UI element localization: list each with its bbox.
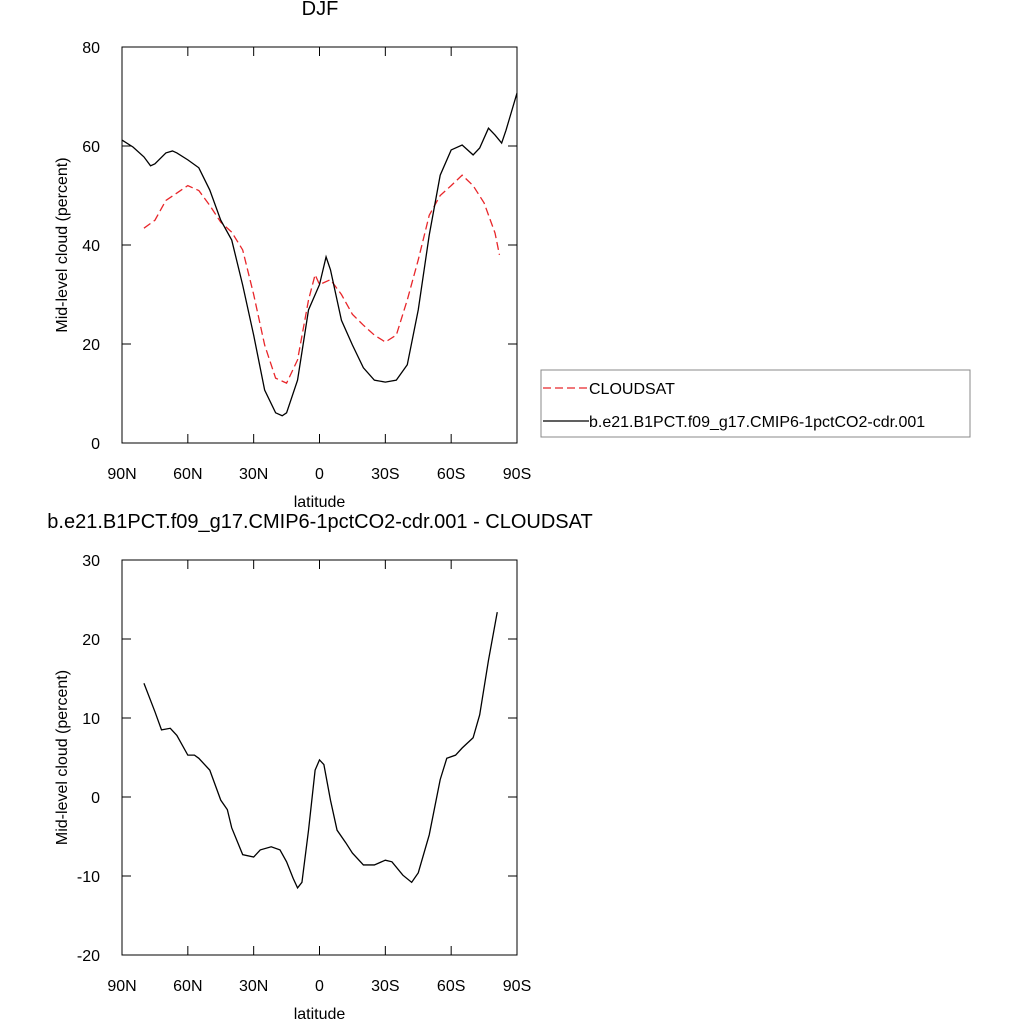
y-tick-label: 20 [82, 337, 100, 354]
x-tick-label: 90N [107, 978, 136, 995]
y-tick-label: 10 [82, 711, 100, 728]
plot-frame [121, 559, 518, 956]
y-tick-label: 0 [91, 790, 100, 807]
x-tick-label: 60N [173, 466, 202, 483]
y-axis-label: Mid-level cloud (percent) [54, 670, 71, 845]
series-line [143, 612, 498, 890]
series-line [143, 174, 501, 384]
x-axis-label: latitude [294, 1006, 346, 1023]
x-tick-label: 90S [503, 978, 531, 995]
y-tick-label: -10 [77, 869, 100, 886]
x-tick-label: 90S [503, 466, 531, 483]
y-tick-label: 30 [82, 553, 100, 570]
x-tick-label: 90N [107, 466, 136, 483]
y-axis-label: Mid-level cloud (percent) [54, 157, 71, 332]
x-tick-label: 0 [315, 466, 324, 483]
x-axis-label: latitude [294, 494, 346, 511]
legend-label: b.e21.B1PCT.f09_g17.CMIP6-1pctCO2-cdr.00… [589, 414, 925, 431]
y-tick-label: 0 [91, 436, 100, 453]
series-line [121, 92, 518, 417]
y-tick-label: 20 [82, 632, 100, 649]
legend-label: CLOUDSAT [589, 381, 675, 398]
x-tick-label: 30S [371, 978, 399, 995]
y-tick-label: 40 [82, 238, 100, 255]
plot-frame [121, 46, 518, 444]
x-tick-label: 60S [437, 978, 465, 995]
chart-title: b.e21.B1PCT.f09_g17.CMIP6-1pctCO2-cdr.00… [47, 511, 592, 533]
x-tick-label: 30N [239, 978, 268, 995]
x-tick-label: 30N [239, 466, 268, 483]
y-tick-label: 60 [82, 139, 100, 156]
legend-box [540, 369, 971, 438]
x-tick-label: 0 [315, 978, 324, 995]
y-tick-label: 80 [82, 40, 100, 57]
chart-title: DJF [302, 0, 339, 20]
x-tick-label: 60S [437, 466, 465, 483]
y-tick-label: -20 [77, 948, 100, 965]
x-tick-label: 30S [371, 466, 399, 483]
x-tick-label: 60N [173, 978, 202, 995]
